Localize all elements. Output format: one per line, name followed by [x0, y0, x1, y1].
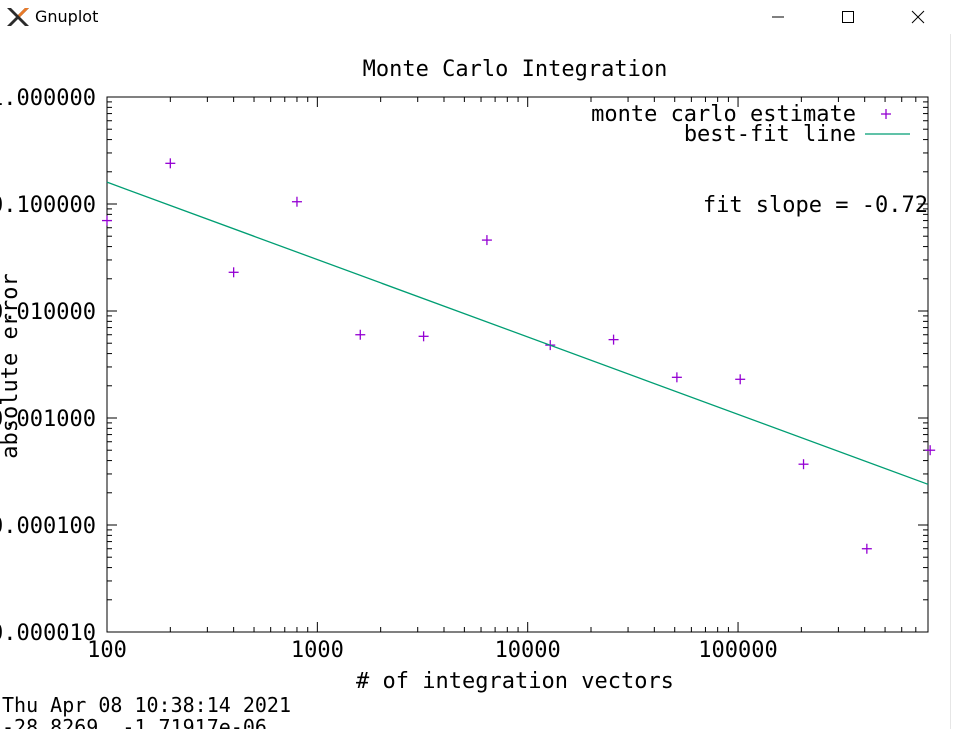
data-point-marker: [608, 334, 619, 345]
maximize-icon: [842, 11, 854, 23]
plot-background: [0, 34, 950, 729]
y-tick-label: 0.100000: [0, 193, 96, 218]
legend-label: best-fit line: [684, 122, 856, 147]
data-point-marker: [861, 543, 872, 554]
chart-title: Monte Carlo Integration: [363, 57, 668, 82]
timestamp-label: Thu Apr 08 10:38:14 2021: [2, 693, 291, 717]
data-point-marker: [671, 372, 682, 383]
data-point-marker: [102, 215, 112, 226]
data-point-marker: [798, 459, 809, 470]
gnuplot-app-icon: [7, 8, 29, 26]
y-tick-label: 0.000100: [0, 514, 96, 539]
y-tick-label: 0.001000: [0, 407, 96, 432]
x-axis-label: # of integration vectors: [356, 669, 674, 694]
window-title: Gnuplot: [35, 7, 99, 26]
plot-canvas[interactable]: Monte Carlo Integration 100 1000 10000 1000…: [0, 34, 950, 729]
x-tick-label: 100: [87, 638, 127, 663]
data-point-marker: [925, 445, 936, 456]
y-tick-label: 0.000010: [0, 621, 96, 646]
close-button[interactable]: [895, 0, 941, 34]
data-point-marker: [291, 196, 302, 207]
x-tick-label: 1000: [291, 638, 344, 663]
window-edge-strip: [950, 34, 957, 729]
data-point-marker: [228, 267, 239, 278]
data-point-marker: [355, 329, 366, 340]
data-point-marker: [735, 374, 746, 385]
data-point-marker: [165, 158, 176, 169]
coordinate-readout: -28.8269, -1.71917e-06: [2, 715, 267, 729]
x-tick-label: 100000: [698, 638, 777, 663]
fit-slope-annotation: fit slope = -0.72: [703, 193, 928, 218]
maximize-button[interactable]: [825, 0, 871, 34]
data-point-marker: [481, 235, 492, 246]
y-axis-label: absolute error: [0, 273, 23, 458]
plot-border: [106, 96, 929, 633]
minimize-button[interactable]: [755, 0, 801, 34]
data-point-marker: [418, 331, 429, 342]
y-tick-label: 0.010000: [0, 300, 96, 325]
legend-label: monte carlo estimate: [591, 102, 856, 127]
y-tick-label: 1.000000: [0, 86, 96, 111]
title-bar: Gnuplot: [0, 0, 957, 35]
minimize-icon: [772, 16, 784, 18]
best-fit-line: [106, 181, 929, 485]
close-icon: [911, 10, 925, 24]
x-tick-label: 10000: [495, 638, 561, 663]
